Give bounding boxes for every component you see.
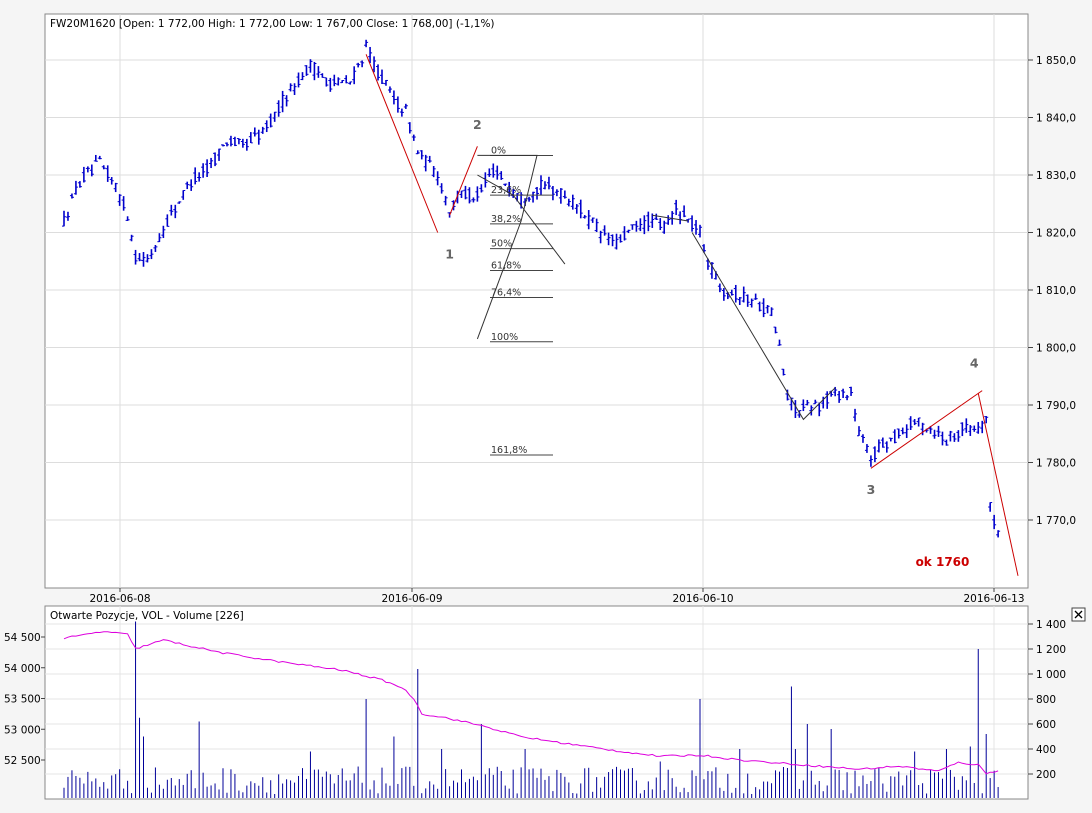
y-tick-label: 1 850,0 [1036, 55, 1076, 67]
x-tick-label: 2016-06-08 [89, 593, 150, 605]
y-tick-label: 1 820,0 [1036, 228, 1076, 240]
trend-line [476, 154, 538, 340]
volume-bars [63, 621, 999, 798]
price-grid [45, 14, 1033, 592]
volume-tick-label: 800 [1036, 694, 1056, 706]
x-tick-label: 2016-06-09 [381, 593, 442, 605]
open-interest-line [63, 631, 999, 775]
fibonacci-levels: 0%23,6%38,2%50%61,8%76,4%100%161,8% [490, 145, 553, 456]
fib-level-label: 38,2% [491, 214, 521, 225]
fib-level-label: 50% [491, 239, 512, 250]
oi-tick-label: 53 000 [4, 724, 41, 736]
open-interest-path [63, 631, 999, 775]
trend-line [870, 390, 983, 469]
target-annotation: ok 1760 [916, 555, 970, 569]
volume-tick-label: 200 [1036, 769, 1056, 781]
oi-tick-label: 54 500 [4, 632, 41, 644]
trend-line [652, 214, 689, 222]
trend-line [477, 174, 566, 265]
volume-chart-title: Otwarte Pozycje, VOL - Volume [226] [50, 610, 244, 622]
volume-grid [41, 606, 1033, 799]
wave-label: 3 [867, 482, 876, 497]
wave-annotations: 1 2 3 4 ok 1760 [445, 117, 979, 569]
fib-level-label: 161,8% [491, 445, 527, 456]
oi-tick-label: 54 000 [4, 663, 41, 675]
y-tick-label: 1 840,0 [1036, 113, 1076, 125]
wave-label: 2 [473, 117, 482, 132]
fib-level-label: 61,8% [491, 260, 521, 271]
axis-labels: 1 770,0 1 780,0 1 790,0 1 800,0 1 810,0 1 820… [4, 55, 1076, 781]
trend-lines [365, 54, 1019, 576]
fib-level-label: 0% [491, 145, 506, 156]
y-tick-label: 1 810,0 [1036, 285, 1076, 297]
close-icon[interactable] [1071, 607, 1086, 622]
oi-tick-label: 53 500 [4, 694, 41, 706]
x-tick-label: 2016-06-10 [672, 593, 733, 605]
trend-line [365, 54, 439, 233]
y-tick-label: 1 800,0 [1036, 343, 1076, 355]
trend-line [449, 146, 478, 216]
oi-tick-label: 52 500 [4, 755, 41, 767]
y-tick-label: 1 790,0 [1036, 400, 1076, 412]
volume-panel [44, 605, 1029, 800]
volume-tick-label: 1 200 [1036, 644, 1066, 656]
wave-label: 1 [445, 246, 454, 261]
price-chart-title: FW20M1620 [Open: 1 772,00 High: 1 772,00… [50, 18, 495, 30]
fib-level-label: 76,4% [491, 287, 521, 298]
volume-tick-label: 1 000 [1036, 669, 1066, 681]
trend-line [691, 232, 836, 421]
y-tick-label: 1 780,0 [1036, 458, 1076, 470]
volume-tick-label: 400 [1036, 744, 1056, 756]
trend-line [977, 393, 1019, 576]
volume-tick-label: 600 [1036, 719, 1056, 731]
fib-level-label: 100% [491, 332, 518, 343]
x-tick-label: 2016-06-13 [963, 593, 1024, 605]
volume-tick-label: 1 400 [1036, 619, 1066, 631]
wave-label: 4 [970, 356, 979, 371]
y-tick-label: 1 770,0 [1036, 515, 1076, 527]
price-panel [44, 13, 1029, 589]
y-tick-label: 1 830,0 [1036, 170, 1076, 182]
